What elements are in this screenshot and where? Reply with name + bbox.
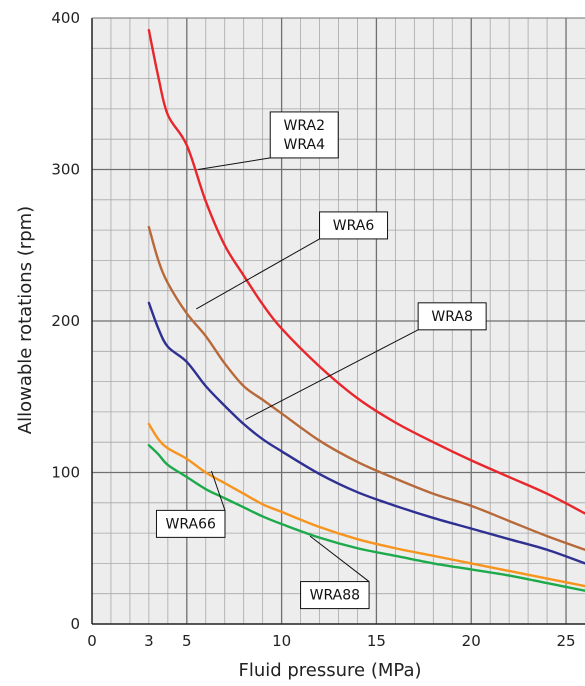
- y-tick-label: 200: [51, 312, 80, 330]
- callout-leader-4: [309, 535, 370, 582]
- series-line-0: [147, 28, 585, 515]
- x-tick-label: 5: [182, 632, 192, 650]
- x-tick-label: 20: [462, 632, 481, 650]
- axis-layer: 0 3 5 10 15 20 25 0 100 200 300 400: [51, 9, 585, 650]
- series-layer: [147, 28, 585, 592]
- callout-box-1: [319, 211, 389, 240]
- x-tick-label: 10: [272, 632, 291, 650]
- callout-leader-2: [245, 329, 419, 420]
- x-tick-label: 15: [367, 632, 386, 650]
- annotation-layer: WRA2 WRA4 WRA6 WRA8 WRA66 WRA88: [155, 111, 487, 610]
- x-tick-label: 25: [556, 632, 575, 650]
- callout-box-0: [269, 111, 339, 159]
- series-line-2: [147, 301, 585, 565]
- callout-box-4: [300, 581, 370, 610]
- callout-label-0: WRA2: [283, 118, 325, 134]
- y-tick-label: 300: [51, 161, 80, 179]
- callout-label-4: WRA88: [310, 588, 360, 604]
- callout-label-1: WRA6: [333, 218, 375, 234]
- callout-label-2: WRA8: [431, 309, 473, 325]
- x-axis-title: Fluid pressure (MPa): [238, 660, 421, 681]
- y-axis-title: Allowable rotations (rpm): [15, 206, 36, 434]
- x-tick-label: 0: [87, 632, 97, 650]
- callout-box-3: [155, 509, 226, 538]
- series-line-3: [147, 422, 585, 588]
- callout-label-0: WRA4: [283, 137, 325, 153]
- callout-label-3: WRA66: [166, 516, 216, 532]
- callout-leader-0: [198, 157, 271, 170]
- y-tick-label: 400: [51, 9, 80, 27]
- callout-box-2: [417, 302, 487, 331]
- series-line-1: [147, 225, 585, 551]
- y-tick-label: 100: [51, 464, 80, 482]
- x-tick-label: 3: [144, 632, 154, 650]
- y-tick-label: 0: [70, 615, 80, 633]
- callout-leader-1: [196, 238, 320, 310]
- callout-leader-3: [210, 470, 226, 511]
- series-line-4: [147, 444, 585, 592]
